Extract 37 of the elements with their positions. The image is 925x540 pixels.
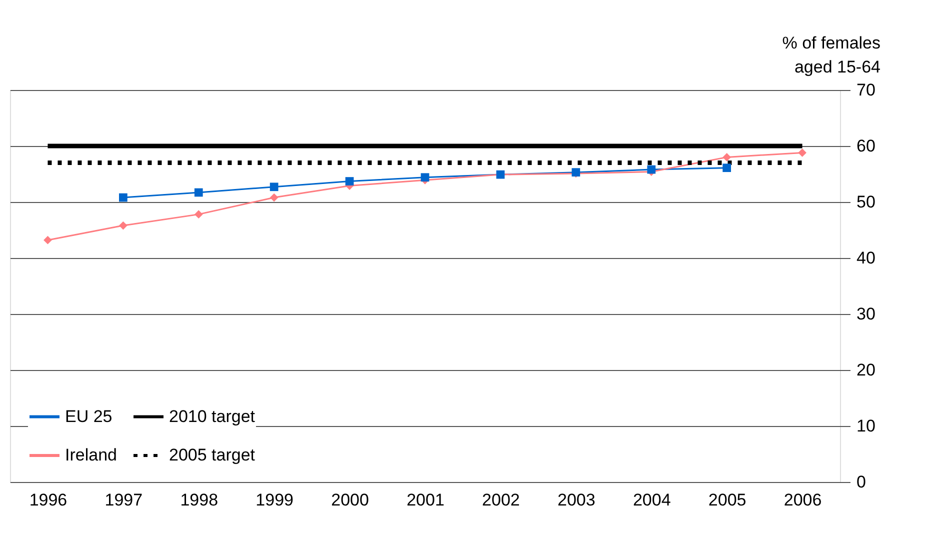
legend-label: 2010 target xyxy=(169,406,256,426)
x-tick-label: 2003 xyxy=(557,490,596,510)
y-tick-label: 40 xyxy=(856,248,876,268)
x-tick-label: 2000 xyxy=(331,490,369,510)
point xyxy=(798,148,806,157)
x-tick-label: 2006 xyxy=(784,490,822,510)
point xyxy=(194,188,203,197)
legend-label: EU 25 xyxy=(65,406,112,426)
legend-label: 2005 target xyxy=(169,446,256,464)
y-tick-label: 60 xyxy=(856,136,876,156)
y-tick-label: 0 xyxy=(856,472,866,492)
x-tick-label: 2002 xyxy=(482,490,520,510)
point xyxy=(119,221,128,230)
x-tick-label: 2004 xyxy=(632,490,671,510)
x-tick-label: 2005 xyxy=(708,490,746,510)
legend-label: Ireland xyxy=(65,446,117,464)
point xyxy=(119,193,128,202)
point xyxy=(420,173,430,182)
point xyxy=(194,210,203,219)
x-tick-label: 1996 xyxy=(29,490,68,510)
point xyxy=(345,177,354,186)
point xyxy=(270,193,278,202)
y-axis-title: % of females aged 15-64 xyxy=(782,34,880,76)
point xyxy=(647,165,656,174)
x-tick-label: 1999 xyxy=(256,490,294,510)
point xyxy=(722,164,731,172)
x-tick-label: 1997 xyxy=(104,490,143,510)
y-tick-label: 20 xyxy=(856,360,876,380)
point xyxy=(722,153,731,162)
x-tick-label: 1998 xyxy=(180,490,218,510)
point xyxy=(44,236,52,244)
y-tick-label: 50 xyxy=(856,192,876,212)
y-tick-label: 10 xyxy=(856,416,876,436)
x-tick-label: 2001 xyxy=(406,490,444,510)
point xyxy=(270,182,278,192)
y-tick-label: 30 xyxy=(856,304,876,324)
y-tick-label: 70 xyxy=(856,80,876,100)
